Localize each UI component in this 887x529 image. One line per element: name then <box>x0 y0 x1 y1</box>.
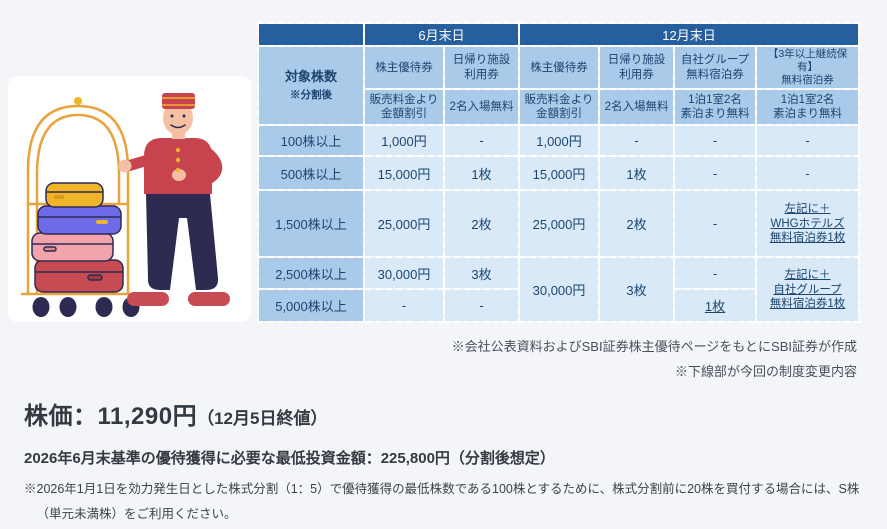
bellhop-with-luggage-cart-illustration <box>20 93 230 317</box>
table-row: 500株以上 15,000円 1枚 15,000円 1枚 - - <box>257 155 861 192</box>
minimum-investment-line: 2026年6月末基準の優待獲得に必要な最低投資金額：225,800円（分割後想定… <box>24 450 555 467</box>
row-label: 2,500株以上 <box>257 256 365 291</box>
suitcase-stack-icon <box>31 182 124 293</box>
stock-price-date: （12月5日終値） <box>197 409 328 428</box>
cell-june-daytrip: - <box>442 124 521 158</box>
bellhop-icon <box>118 93 230 306</box>
stock-price-heading: 株価：11,290円（12月5日終値） <box>24 396 864 431</box>
table-row: 2,500株以上 30,000円 3枚 30,000円 3枚 - 左記に＋ 自社… <box>257 256 861 324</box>
table-row: 1,500株以上 25,000円 2枚 25,000円 2枚 - 左記に＋ WH… <box>257 189 861 259</box>
row-label: 100株以上 <box>257 124 365 158</box>
shareholder-benefit-table: 6月末日 12月末日 対象株数 ※分割後 株主優待券 日帰り施設 利用券 株主優… <box>257 22 861 324</box>
cell-june-daytrip: - <box>442 288 521 324</box>
row-label: 1,500株以上 <box>257 189 365 259</box>
benefit-dec-daytrip: 2名入場無料 <box>598 88 676 127</box>
col-dec-longterm: 【3年以上継続保有】 無料宿泊券 <box>755 44 861 91</box>
col-june-coupon: 株主優待券 <box>363 44 445 91</box>
cell-june-daytrip: 2枚 <box>442 189 521 259</box>
cell-dec-daytrip-merged: 3枚 <box>598 256 676 324</box>
underline-note: ※下線部が今回の制度変更内容 <box>674 364 857 379</box>
cell-dec-free-stay: - <box>673 256 758 291</box>
cell-dec-free-stay-changed: 1枚 <box>673 288 758 324</box>
cell-june-coupon: 15,000円 <box>363 155 445 192</box>
cell-dec-free-stay: - <box>673 189 758 259</box>
period-header-december: 12月末日 <box>518 22 861 47</box>
cell-dec-coupon: 25,000円 <box>518 189 601 259</box>
benefit-june-daytrip: 2名入場無料 <box>442 88 521 127</box>
cell-june-coupon: 30,000円 <box>363 256 445 291</box>
cell-june-coupon: - <box>363 288 445 324</box>
source-note: ※会社公表資料およびSBI証券株主優待ページをもとにSBI証券が作成 <box>451 339 857 354</box>
benefit-dec-longterm: 1泊1室2名 素泊まり無料 <box>755 88 861 127</box>
table-corner-cell <box>257 22 365 47</box>
luggage-cart-icon <box>20 97 140 317</box>
cell-june-coupon: 25,000円 <box>363 189 445 259</box>
col-dec-free-stay: 自社グループ 無料宿泊券 <box>673 44 758 91</box>
col-dec-daytrip: 日帰り施設 利用券 <box>598 44 676 91</box>
stock-price-label: 株価： <box>24 403 98 430</box>
cell-dec-coupon: 1,000円 <box>518 124 601 158</box>
cell-dec-longterm-changed: 左記に＋ WHGホテルズ 無料宿泊券1枚 <box>755 189 861 259</box>
benefit-june-coupon: 販売料金より 金額割引 <box>363 88 445 127</box>
cell-june-coupon: 1,000円 <box>363 124 445 158</box>
stock-count-title: 対象株数 <box>284 69 337 85</box>
stock-price-value: 11,290円 <box>97 403 198 430</box>
illustration-card <box>8 76 251 322</box>
cell-dec-longterm: - <box>755 124 861 158</box>
cell-dec-free-stay: - <box>673 155 758 192</box>
cell-june-daytrip: 1枚 <box>442 155 521 192</box>
cell-dec-daytrip: 1枚 <box>598 155 676 192</box>
cell-dec-coupon-merged: 30,000円 <box>518 256 601 324</box>
split-footnote: ※2026年1月1日を効力発生日とした株式分割（1：5）で優待獲得の最低株数であ… <box>24 482 860 521</box>
cell-dec-coupon: 15,000円 <box>518 155 601 192</box>
cell-dec-free-stay: - <box>673 124 758 158</box>
cell-dec-longterm-changed-merged: 左記に＋ 自社グループ 無料宿泊券1枚 <box>755 256 861 324</box>
benefit-dec-free-stay: 1泊1室2名 素泊まり無料 <box>673 88 758 127</box>
cell-dec-daytrip: - <box>598 124 676 158</box>
period-header-june: 6月末日 <box>362 22 521 47</box>
col-dec-coupon: 株主優待券 <box>518 44 601 91</box>
row-label: 5,000株以上 <box>257 288 365 324</box>
cell-dec-longterm: - <box>755 155 861 192</box>
stock-count-note: ※分割後 <box>290 88 332 101</box>
table-row: 5,000株以上 - - 1枚 <box>257 288 859 324</box>
table-notes: ※会社公表資料およびSBI証券株主優待ページをもとにSBI証券が作成 ※下線部が… <box>452 334 857 384</box>
stock-price-section: 株価：11,290円（12月5日終値） 2026年6月末基準の優待獲得に必要な最… <box>24 396 864 527</box>
benefit-dec-coupon: 販売料金より 金額割引 <box>518 88 601 127</box>
cell-june-daytrip: 3枚 <box>442 256 521 291</box>
row-label: 500株以上 <box>257 155 365 192</box>
table-row: 100株以上 1,000円 - 1,000円 - - - <box>257 124 861 158</box>
stock-count-header: 対象株数 ※分割後 <box>257 44 365 127</box>
col-june-daytrip: 日帰り施設 利用券 <box>442 44 521 91</box>
cell-dec-daytrip: 2枚 <box>598 189 676 259</box>
